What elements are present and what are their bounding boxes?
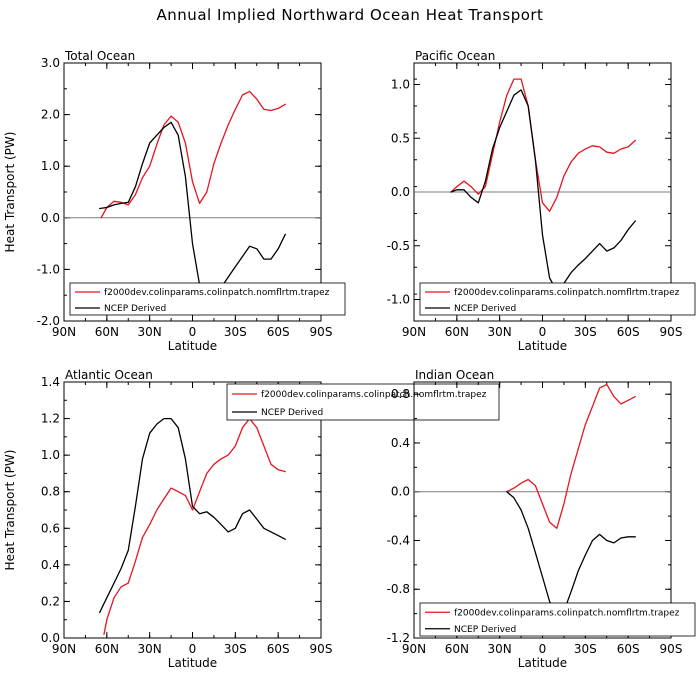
y-axis-label: Heat Transport (PW) xyxy=(3,450,17,571)
panel-pacific-ocean: Pacific Ocean -1.0 -0.5 0.0 0.5 1.0 90N 60N 30N 0… xyxy=(387,49,696,353)
model-series-line xyxy=(103,417,286,635)
y-tick-label: -0.5 xyxy=(387,239,410,253)
y-tick-label: 0.8 xyxy=(391,387,410,401)
panel-title: Indian Ocean xyxy=(415,368,494,382)
x-tick-label: 60S xyxy=(617,325,640,339)
panel-indian-ocean: Indian Ocean -1.2 -0.8 -0.4 0.0 0.4 0.8 90N 60N 3… xyxy=(387,368,696,670)
legend-label: f2000dev.colinparams.colinpatch.nomflrtm… xyxy=(454,288,680,298)
y-tick-label: 3.0 xyxy=(41,56,60,70)
y-tick-label: 0.6 xyxy=(41,521,60,535)
legend-label: f2000dev.colinparams.colinpatch.nomflrtm… xyxy=(454,608,680,618)
legend: f2000dev.colinparams.colinpatch.nomflrtm… xyxy=(419,602,696,637)
legend-box xyxy=(419,602,696,637)
x-tick-label: 30S xyxy=(574,325,597,339)
x-tick-label: 60N xyxy=(445,325,469,339)
legend: f2000dev.colinparams.colinpatch.nomflrtm… xyxy=(226,383,500,421)
y-tick-label: -0.8 xyxy=(387,582,410,596)
y-tick-label: 0.0 xyxy=(41,211,60,225)
legend-label: NCEP Derived xyxy=(454,304,516,314)
x-tick-label: 30S xyxy=(224,325,247,339)
y-tick-label: 0.4 xyxy=(391,436,410,450)
legend-label: NCEP Derived xyxy=(454,625,516,635)
y-tick-label: 0.4 xyxy=(41,558,60,572)
legend-box xyxy=(226,383,500,421)
ncep-series-line xyxy=(506,491,636,621)
panel-title: Total Ocean xyxy=(64,49,135,63)
x-tick-label: 90S xyxy=(310,325,333,339)
x-tick-label: 30S xyxy=(574,642,597,656)
x-tick-label: 60N xyxy=(95,325,119,339)
legend-label: NCEP Derived xyxy=(104,304,166,314)
x-tick-label: 0 xyxy=(539,642,547,656)
x-tick-label: 90S xyxy=(310,642,333,656)
y-tick-label: -1.0 xyxy=(37,262,60,276)
y-tick-label: 1.4 xyxy=(41,375,60,389)
y-tick-label: 0.0 xyxy=(391,185,410,199)
x-tick-label: 30N xyxy=(138,325,162,339)
x-tick-label: 90S xyxy=(660,642,683,656)
ncep-series-line xyxy=(99,417,286,614)
panel-title: Atlantic Ocean xyxy=(65,368,153,382)
model-series-line xyxy=(450,78,636,212)
x-tick-label: 90S xyxy=(660,325,683,339)
legend-box xyxy=(419,282,696,316)
x-axis-label: Latitude xyxy=(168,339,217,353)
y-axis-label: Heat Transport (PW) xyxy=(3,132,17,253)
ncep-series-line xyxy=(99,121,286,304)
y-tick-label: 1.0 xyxy=(391,78,410,92)
y-tick-label: 0.2 xyxy=(41,594,60,608)
y-tick-label: 0.0 xyxy=(41,631,60,645)
y-tick-label: -2.0 xyxy=(37,314,60,328)
panel-title: Pacific Ocean xyxy=(415,49,495,63)
legend-label: f2000dev.colinparams.colinpatch.nomflrtm… xyxy=(261,390,487,400)
x-axis-label: Latitude xyxy=(518,656,567,670)
y-tick-label: -0.4 xyxy=(387,533,410,547)
legend-label: NCEP Derived xyxy=(261,408,323,418)
x-tick-label: 0 xyxy=(539,325,547,339)
y-tick-label: 0.5 xyxy=(391,131,410,145)
panel-total-ocean: Total Ocean -2.0 -1.0 0.0 1.0 2.0 3.0 90N 60N 30N… xyxy=(3,49,346,353)
legend-label: f2000dev.colinparams.colinpatch.nomflrtm… xyxy=(104,288,330,298)
y-tick-label: 1.0 xyxy=(41,448,60,462)
x-tick-label: 90N xyxy=(402,642,426,656)
legend-box xyxy=(69,282,346,316)
legend: f2000dev.colinparams.colinpatch.nomflrtm… xyxy=(419,282,696,316)
x-axis-label: Latitude xyxy=(168,656,217,670)
x-tick-label: 30N xyxy=(488,642,512,656)
x-tick-label: 90N xyxy=(402,325,426,339)
x-tick-label: 90N xyxy=(52,325,76,339)
model-series-line xyxy=(100,90,286,219)
x-tick-label: 60N xyxy=(95,642,119,656)
x-tick-label: 30N xyxy=(488,325,512,339)
legend: f2000dev.colinparams.colinpatch.nomflrtm… xyxy=(69,282,346,316)
x-tick-label: 30S xyxy=(224,642,247,656)
ncep-series-line xyxy=(450,89,636,292)
model-series-line xyxy=(506,383,636,529)
y-tick-label: 2.0 xyxy=(41,108,60,122)
y-tick-label: 0.8 xyxy=(41,485,60,499)
y-tick-label: 0.0 xyxy=(391,485,410,499)
x-tick-label: 60S xyxy=(267,325,290,339)
y-tick-label: 1.0 xyxy=(41,159,60,173)
figure-title: Annual Implied Northward Ocean Heat Tran… xyxy=(157,6,544,24)
x-tick-label: 60S xyxy=(617,642,640,656)
plot-frame xyxy=(63,62,322,322)
y-tick-label: -1.0 xyxy=(387,293,410,307)
x-tick-label: 60S xyxy=(267,642,290,656)
panel-atlantic-ocean: Atlantic Ocean 0.0 0.2 0.4 0.6 0.8 1.0 1.2 1.4 90… xyxy=(3,368,500,670)
x-tick-label: 0 xyxy=(189,325,197,339)
x-axis-label: Latitude xyxy=(518,339,567,353)
x-tick-label: 0 xyxy=(189,642,197,656)
x-tick-label: 30N xyxy=(138,642,162,656)
y-tick-label: -1.2 xyxy=(387,631,410,645)
x-tick-label: 90N xyxy=(52,642,76,656)
y-tick-label: 1.2 xyxy=(41,412,60,426)
x-tick-label: 60N xyxy=(445,642,469,656)
